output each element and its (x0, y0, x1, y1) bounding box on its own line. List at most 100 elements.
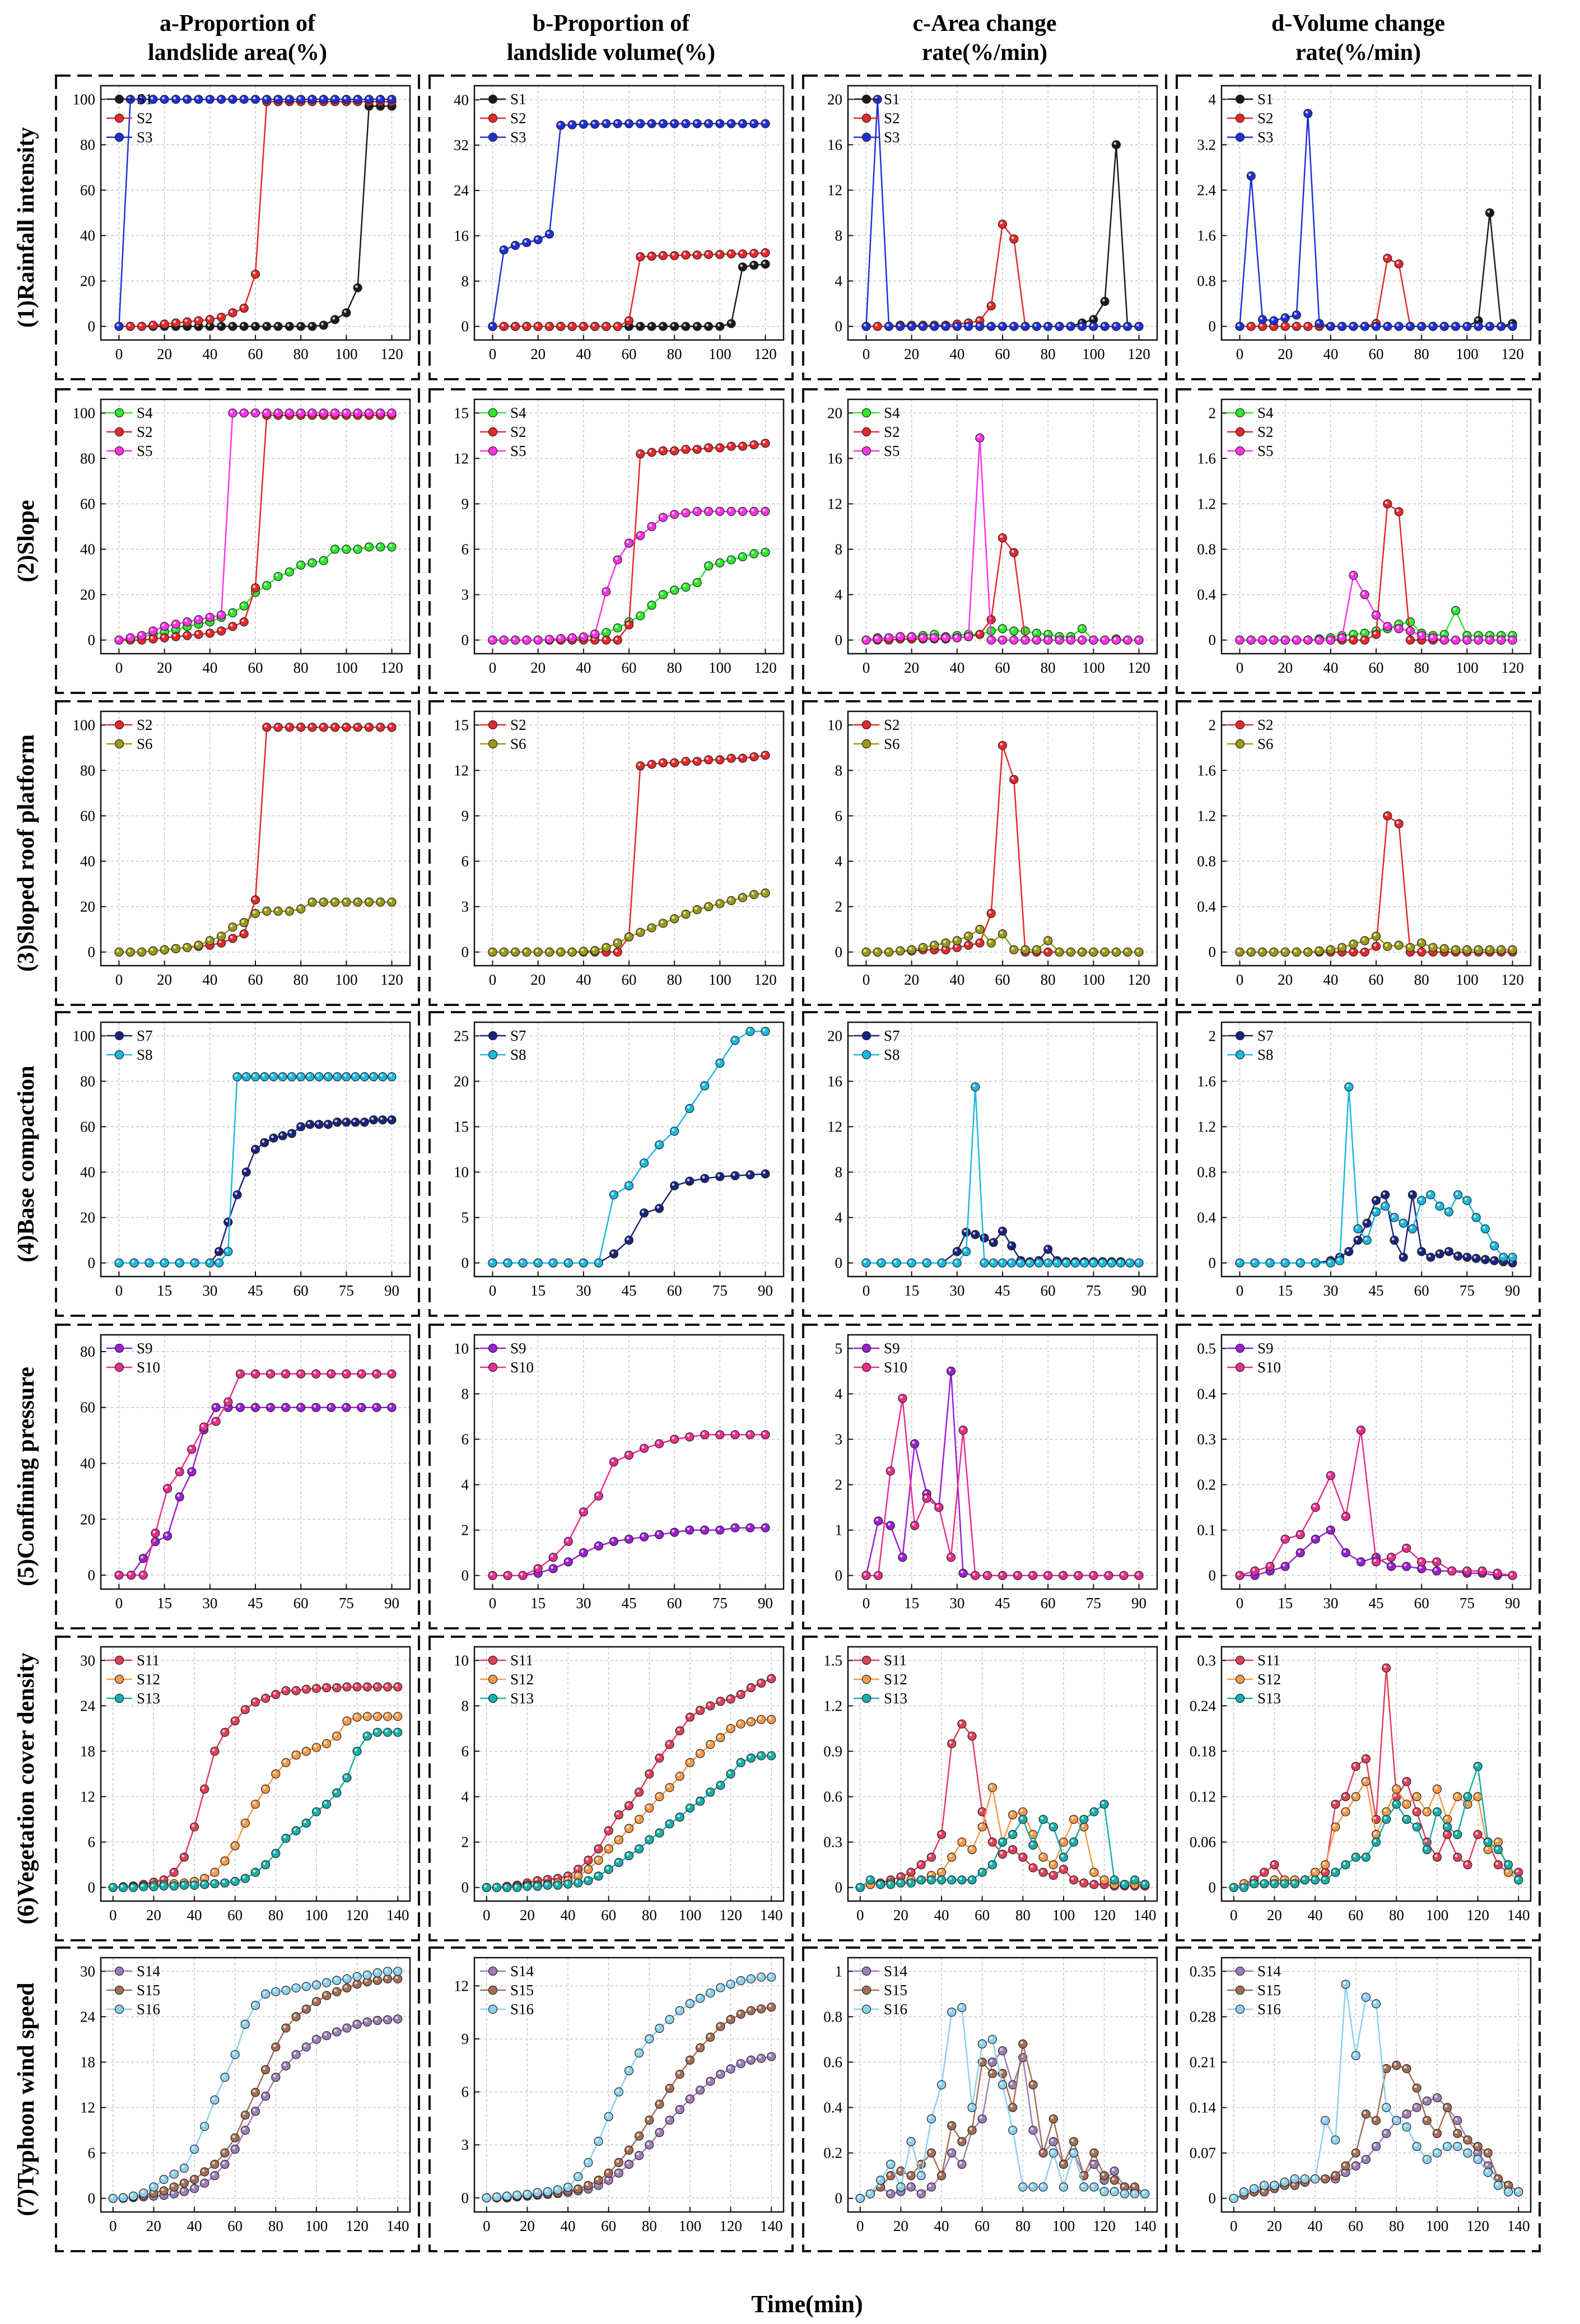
data-point-s2 (387, 723, 397, 732)
data-point-highlight (389, 724, 392, 728)
panel-frame (428, 1324, 794, 1629)
data-point-s12 (1412, 1792, 1421, 1801)
data-point-highlight (222, 1880, 225, 1883)
data-point-highlight (990, 2071, 993, 2074)
data-point-highlight (222, 1858, 225, 1861)
data-point-highlight (972, 1573, 976, 1576)
data-point-highlight (1091, 1809, 1094, 1812)
data-point-s2 (738, 753, 748, 763)
data-point-highlight (389, 1405, 392, 1408)
data-point-highlight (1404, 1778, 1407, 1782)
data-point-s4 (307, 558, 317, 567)
data-point-s8 (685, 1103, 695, 1114)
data-point-highlight (748, 1719, 752, 1722)
data-point-highlight (980, 1870, 982, 1873)
legend-label-s7: S7 (884, 1027, 900, 1044)
data-point-highlight (1476, 318, 1479, 321)
data-point-highlight (898, 1874, 901, 1877)
x-tick-label: 0 (1236, 659, 1244, 676)
axes-box (847, 1957, 1158, 2213)
data-point-s11 (1473, 1829, 1483, 1839)
data-point-s8 (989, 1258, 998, 1268)
data-point-s8 (1070, 1258, 1080, 1268)
data-point-s5 (319, 408, 328, 418)
data-point-s8 (1453, 1190, 1463, 1200)
data-point-highlight (616, 1860, 619, 1863)
data-point-s9 (372, 1403, 381, 1412)
y-tick-label: 12 (827, 181, 842, 198)
legend-label-s4: S4 (1257, 404, 1274, 421)
x-tick-label: 40 (561, 2218, 576, 2234)
y-tick-label: 0 (835, 318, 843, 335)
data-point-s10 (761, 1430, 770, 1440)
data-point-s2 (330, 723, 340, 732)
data-point-highlight (1509, 324, 1513, 327)
data-point-highlight (1068, 324, 1071, 327)
y-tick-label: 12 (454, 450, 469, 467)
data-point-highlight (1444, 1824, 1448, 1827)
data-point-s7 (314, 1120, 324, 1129)
data-point-s2 (194, 316, 203, 325)
series-s8 (488, 1027, 770, 1268)
data-point-s10 (745, 1430, 755, 1440)
data-point-highlight (1428, 1254, 1431, 1258)
data-point-highlight (273, 1989, 276, 1992)
data-point-highlight (672, 1436, 675, 1440)
data-point-highlight (758, 1753, 762, 1756)
data-point-s2 (1349, 635, 1358, 645)
data-point-s6 (636, 928, 645, 937)
data-point-highlight (595, 2139, 599, 2142)
data-point-highlight (1391, 1237, 1395, 1241)
y-tick-label: 0 (462, 318, 469, 335)
data-point-s13 (1341, 1860, 1350, 1870)
x-tick-label: 15 (530, 1595, 546, 1612)
data-point-highlight (603, 637, 607, 640)
data-point-highlight (592, 122, 595, 124)
data-point-highlight (218, 314, 222, 318)
data-point-s7 (296, 1122, 306, 1131)
data-point-s6 (647, 923, 656, 933)
series-s16 (108, 1967, 403, 2203)
data-point-s12 (210, 1867, 220, 1877)
legend-marker (1235, 132, 1245, 142)
legend-label-s8: S8 (137, 1046, 153, 1063)
data-point-highlight (924, 1496, 927, 1499)
data-point-highlight (1476, 637, 1479, 640)
data-point-s8 (378, 1072, 388, 1082)
data-point-s5 (1032, 635, 1041, 645)
data-point-s13 (1290, 1879, 1299, 1889)
data-point-s1 (319, 320, 328, 330)
data-point-s2 (636, 761, 645, 771)
data-point-highlight (365, 2019, 367, 2023)
data-point-highlight (1362, 630, 1365, 634)
data-point-highlight (139, 324, 142, 327)
data-point-s5 (285, 408, 294, 418)
data-point-s8 (1417, 1196, 1427, 1205)
data-point-highlight (1054, 1260, 1057, 1263)
data-point-s8 (323, 1072, 333, 1082)
legend-label-s5: S5 (137, 443, 153, 459)
data-point-s13 (179, 1880, 189, 1890)
data-point-highlight (1328, 1260, 1331, 1263)
data-point-s13 (675, 1812, 684, 1822)
data-point-highlight (762, 890, 766, 893)
data-point-s9 (357, 1403, 366, 1412)
data-point-s3 (884, 322, 894, 331)
legend-label-s5: S5 (1257, 443, 1274, 459)
data-point-s9 (162, 1531, 173, 1541)
data-point-s5 (692, 506, 702, 516)
data-point-s12 (281, 1758, 291, 1767)
x-tick-label: 30 (949, 1595, 964, 1612)
data-point-highlight (1009, 1243, 1012, 1246)
data-point-s15 (210, 2159, 220, 2169)
data-point-highlight (585, 1866, 589, 1870)
series-s3 (488, 119, 770, 331)
data-point-s13 (886, 1880, 896, 1889)
data-point-s15 (200, 2167, 209, 2177)
data-point-s10 (1478, 1566, 1487, 1576)
y-tick-label: 40 (80, 1455, 95, 1471)
data-point-highlight (1041, 1855, 1043, 1857)
legend-label-s2: S2 (1257, 716, 1274, 733)
data-point-s6 (1303, 947, 1313, 957)
